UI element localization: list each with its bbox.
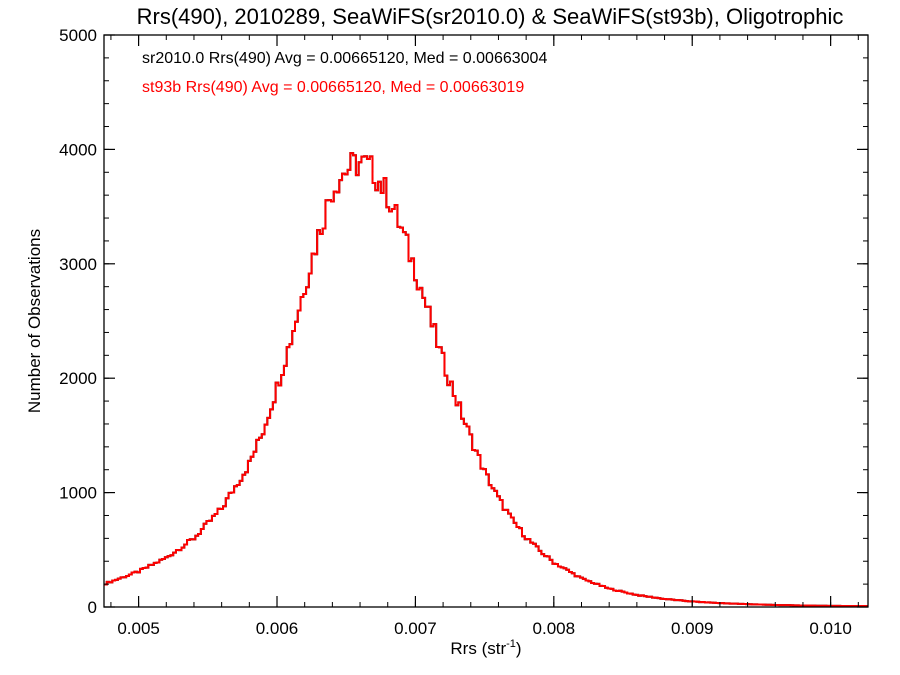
x-axis-ticks: 0.005 0.006 0.007 0.008 0.009 0.010 [110,35,859,638]
y-axis-label: Number of Observations [25,229,44,413]
chart-title: Rrs(490), 2010289, SeaWiFS(sr2010.0) & S… [137,4,844,29]
x-tick-label: 0.008 [533,619,576,638]
y-tick-label: 2000 [59,369,97,388]
y-tick-label: 3000 [59,255,97,274]
plot-marks [104,152,868,608]
x-tick-label: 0.005 [117,619,160,638]
histogram-series-line [104,152,868,608]
plot-frame [103,34,869,608]
x-tick-label: 0.007 [394,619,437,638]
y-tick-label: 4000 [59,140,97,159]
stats-annotation: st93b Rrs(490) Avg = 0.00665120, Med = 0… [142,79,524,96]
x-tick-label: 0.006 [256,619,299,638]
x-axis-label-close: ) [516,639,522,658]
stats-annotation: sr2010.0 Rrs(490) Avg = 0.00665120, Med … [142,50,547,67]
y-tick-label: 0 [88,598,97,617]
y-axis-ticks: 0 1000 2000 3000 4000 5000 [59,26,868,617]
y-tick-label: 1000 [59,484,97,503]
histogram-series-line [104,152,868,608]
x-axis-label: Rrs (str-1) [450,638,521,658]
x-tick-label: 0.009 [671,619,714,638]
y-tick-label: 5000 [59,26,97,45]
x-axis-label-main: Rrs (str [450,639,506,658]
x-tick-label: 0.010 [809,619,852,638]
x-axis-label-superscript: -1 [506,638,516,650]
legend-annotations: sr2010.0 Rrs(490) Avg = 0.00665120, Med … [142,50,547,96]
